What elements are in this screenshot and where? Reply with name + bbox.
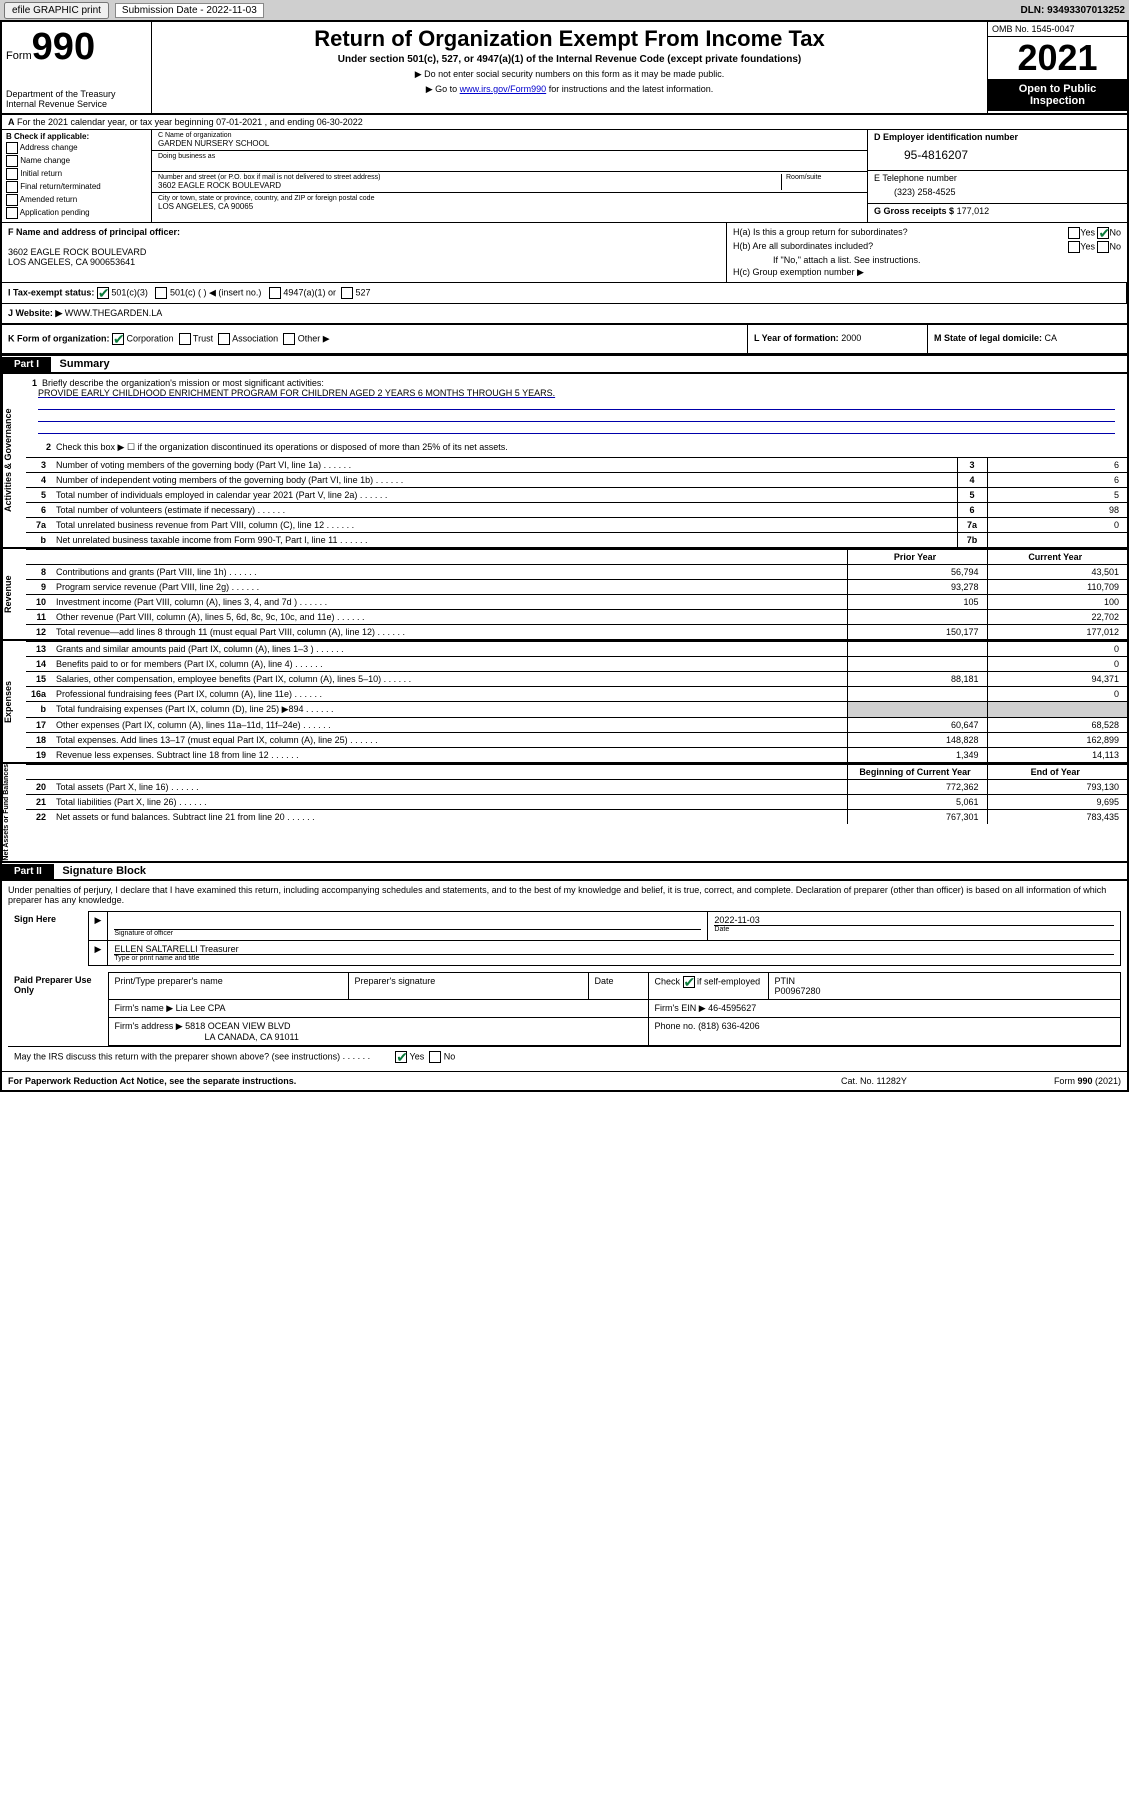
ptin: P00967280: [775, 986, 821, 996]
row-l: L Year of formation: 2000: [747, 325, 927, 353]
check-corporation[interactable]: [112, 333, 124, 345]
check-4947[interactable]: [269, 287, 281, 299]
row-j: J Website: ▶ WWW.THEGARDEN.LA: [2, 304, 1127, 325]
part1-title: Summary: [54, 356, 116, 372]
check-501c3[interactable]: [97, 287, 109, 299]
check-trust[interactable]: [179, 333, 191, 345]
vlabel-revenue: Revenue: [2, 549, 26, 639]
section-c: C Name of organizationGARDEN NURSERY SCH…: [152, 130, 867, 222]
officer-addr2: LOS ANGELES, CA 900653641: [8, 257, 720, 267]
footer: For Paperwork Reduction Act Notice, see …: [2, 1071, 1127, 1090]
hb-yes[interactable]: [1068, 241, 1080, 253]
officer-name: ELLEN SALTARELLI Treasurer: [114, 944, 1114, 954]
firm-ein: 46-4595627: [708, 1003, 756, 1013]
row-m: M State of legal domicile: CA: [927, 325, 1127, 353]
org-city: LOS ANGELES, CA 90065: [158, 202, 861, 211]
sig-date: 2022-11-03: [714, 915, 1114, 925]
part2-title: Signature Block: [56, 863, 152, 879]
row-i: I Tax-exempt status: 501(c)(3) 501(c) ( …: [2, 283, 1127, 303]
netassets-table: Beginning of Current YearEnd of Year 20T…: [26, 764, 1127, 824]
instr-ssn: ▶ Do not enter social security numbers o…: [160, 69, 979, 80]
form-title: Return of Organization Exempt From Incom…: [160, 26, 979, 52]
check-association[interactable]: [218, 333, 230, 345]
org-name: GARDEN NURSERY SCHOOL: [158, 139, 861, 148]
tax-year: 2021: [988, 37, 1127, 79]
row-a-tax-year: A For the 2021 calendar year, or tax yea…: [2, 115, 1127, 130]
firm-addr: 5818 OCEAN VIEW BLVD: [185, 1021, 290, 1031]
omb-number: OMB No. 1545-0047: [988, 22, 1127, 37]
check-527[interactable]: [341, 287, 353, 299]
check-application-pending[interactable]: Application pending: [6, 207, 147, 219]
ein: 95-4816207: [874, 142, 1121, 168]
discuss-yes[interactable]: [395, 1051, 407, 1063]
section-h: H(a) Is this a group return for subordin…: [727, 223, 1127, 282]
check-name-change[interactable]: Name change: [6, 155, 147, 167]
penalty-statement: Under penalties of perjury, I declare th…: [8, 885, 1121, 905]
org-street: 3602 EAGLE ROCK BOULEVARD: [158, 181, 781, 190]
instr-link: ▶ Go to www.irs.gov/Form990 for instruct…: [160, 84, 979, 95]
efile-print-button[interactable]: efile GRAPHIC print: [4, 2, 109, 19]
vlabel-netassets: Net Assets or Fund Balances: [2, 764, 26, 861]
paid-preparer-table: Paid Preparer Use Only Print/Type prepar…: [8, 972, 1121, 1046]
part2-header: Part II: [2, 864, 54, 879]
irs-link[interactable]: www.irs.gov/Form990: [460, 84, 547, 94]
check-address-change[interactable]: Address change: [6, 142, 147, 154]
form-subtitle: Under section 501(c), 527, or 4947(a)(1)…: [160, 54, 979, 65]
hb-no[interactable]: [1097, 241, 1109, 253]
vlabel-expenses: Expenses: [2, 641, 26, 762]
ha-no[interactable]: [1097, 227, 1109, 239]
governance-table: 3Number of voting members of the governi…: [26, 457, 1127, 547]
mission: PROVIDE EARLY CHILDHOOD ENRICHMENT PROGR…: [32, 388, 1121, 398]
phone: (323) 258-4525: [874, 183, 1121, 201]
firm-phone: (818) 636-4206: [698, 1021, 760, 1031]
check-self-employed[interactable]: [683, 976, 695, 988]
section-d-e-g: D Employer identification number95-48162…: [867, 130, 1127, 222]
gross-receipts: 177,012: [957, 206, 990, 216]
discuss-no[interactable]: [429, 1051, 441, 1063]
firm-name: Lia Lee CPA: [176, 1003, 226, 1013]
check-amended[interactable]: Amended return: [6, 194, 147, 206]
revenue-table: Prior YearCurrent Year 8Contributions an…: [26, 549, 1127, 639]
top-bar: efile GRAPHIC print Submission Date - 20…: [0, 0, 1129, 20]
vlabel-governance: Activities & Governance: [2, 374, 26, 547]
ha-yes[interactable]: [1068, 227, 1080, 239]
discuss-row: May the IRS discuss this return with the…: [8, 1046, 1121, 1067]
check-initial-return[interactable]: Initial return: [6, 168, 147, 180]
section-b: B Check if applicable: Address change Na…: [2, 130, 152, 222]
department: Department of the Treasury Internal Reve…: [6, 89, 147, 109]
website: WWW.THEGARDEN.LA: [65, 308, 163, 318]
sign-here-table: Sign Here ▶ Signature of officer 2022-11…: [8, 911, 1121, 966]
officer-addr1: 3602 EAGLE ROCK BOULEVARD: [8, 247, 720, 257]
form-number: Form990: [6, 26, 147, 69]
check-other[interactable]: [283, 333, 295, 345]
submission-date: Submission Date - 2022-11-03: [115, 3, 264, 18]
section-f: F Name and address of principal officer:…: [2, 223, 727, 282]
form-990: Form990 Department of the Treasury Inter…: [0, 20, 1129, 1092]
check-final-return[interactable]: Final return/terminated: [6, 181, 147, 193]
open-public-badge: Open to Public Inspection: [988, 79, 1127, 111]
part1-header: Part I: [2, 357, 51, 372]
check-501c[interactable]: [155, 287, 167, 299]
row-k: K Form of organization: Corporation Trus…: [2, 325, 747, 353]
expenses-table: 13Grants and similar amounts paid (Part …: [26, 641, 1127, 762]
dln: DLN: 93493307013252: [1020, 5, 1125, 16]
